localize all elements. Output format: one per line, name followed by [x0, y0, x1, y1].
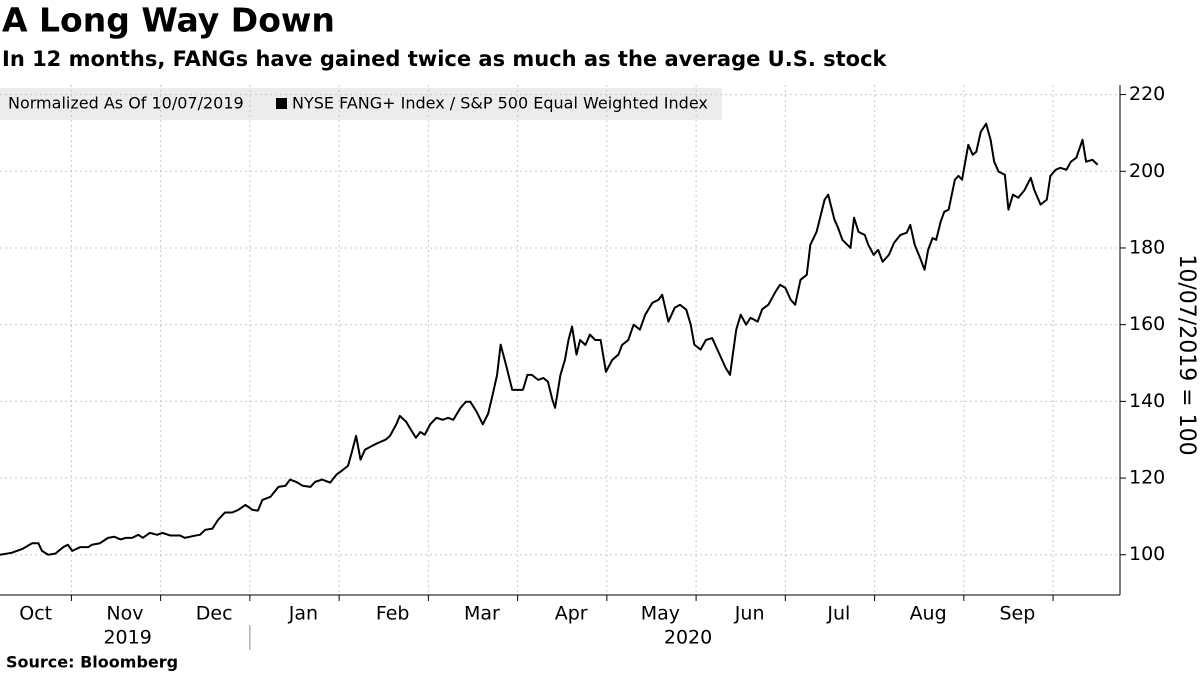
x-tick-label: Sep: [999, 603, 1035, 625]
chart-subtitle: In 12 months, FANGs have gained twice as…: [2, 47, 888, 71]
chart-title: A Long Way Down: [2, 1, 335, 40]
y-tick-label: 200: [1129, 160, 1165, 182]
x-tick-label: Jul: [826, 603, 850, 625]
x-tick-label: Oct: [19, 603, 52, 625]
x-tick-label: Jan: [288, 603, 318, 625]
y-tick-label: 120: [1129, 467, 1165, 489]
y-tick-label: 160: [1129, 313, 1165, 335]
x-tick-label: Dec: [196, 603, 233, 625]
x-tick-label: Aug: [910, 603, 947, 625]
y-tick-label: 180: [1129, 236, 1165, 258]
x-tick-label: Feb: [376, 603, 410, 625]
data-line: [0, 122, 1099, 556]
x-tick-label: Jun: [734, 603, 765, 625]
y-tick-label: 220: [1129, 83, 1165, 105]
x-tick-label: Nov: [106, 603, 143, 625]
legend-label: NYSE FANG+ Index / S&P 500 Equal Weighte…: [292, 94, 708, 113]
legend-swatch: [276, 98, 287, 109]
y-tick-label: 100: [1129, 543, 1165, 565]
legend-note: Normalized As Of 10/07/2019: [8, 94, 244, 113]
legend-box: [0, 88, 722, 120]
year-label: 2019: [103, 627, 151, 649]
x-tick-label: Mar: [464, 603, 500, 625]
y-axis-title: 10/07/2019 = 100: [1174, 254, 1199, 455]
year-label: 2020: [664, 627, 712, 649]
y-tick-label: 140: [1129, 390, 1165, 412]
x-tick-label: Apr: [555, 603, 588, 625]
x-tick-label: May: [641, 603, 680, 625]
source: Source: Bloomberg: [6, 653, 178, 672]
